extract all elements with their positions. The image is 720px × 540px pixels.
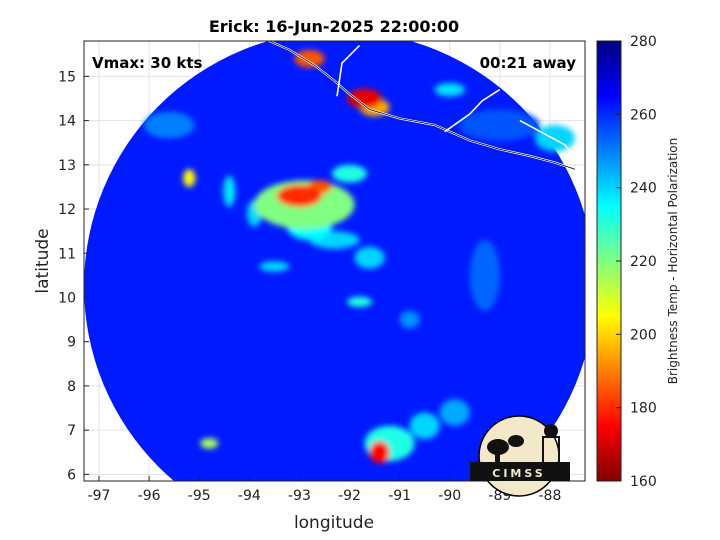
cimss-logo: CIMSS: [470, 415, 570, 497]
brightness-feature: [434, 83, 465, 97]
colorbar-tick-label: 280: [630, 34, 657, 50]
colorbar-ticks: 160 180 200 220 240 260 280: [616, 34, 657, 490]
logo-text: CIMSS: [492, 467, 545, 480]
logo-band: [470, 462, 570, 481]
vmax-annotation: Vmax: 30 kts: [92, 54, 202, 72]
y-tick-label: 10: [58, 290, 76, 306]
brightness-feature: [347, 88, 383, 109]
brightness-feature: [399, 310, 420, 329]
brightness-feature: [223, 175, 236, 207]
x-tick-label: -95: [188, 488, 211, 504]
y-tick-label: 9: [67, 335, 76, 351]
y-tick-label: 6: [67, 467, 76, 483]
colorbar-tick-label: 220: [630, 254, 657, 270]
y-tick-label: 13: [58, 158, 76, 174]
x-tick-label: -92: [338, 488, 361, 504]
y-tick-label: 11: [58, 246, 76, 262]
brightness-feature: [200, 438, 219, 449]
x-tick-label: -96: [138, 488, 161, 504]
colorbar-tick-label: 240: [630, 181, 657, 197]
swath-disk: [84, 41, 585, 481]
brightness-feature: [347, 296, 373, 308]
brightness-feature: [459, 109, 540, 141]
x-tick-label: -94: [238, 488, 261, 504]
time-away-annotation: 00:21 away: [480, 54, 577, 72]
y-axis-ticks: 6 7 8 9 10 11 12 13 14 15: [58, 69, 89, 483]
colorbar-tick-label: 160: [630, 474, 657, 490]
brightness-feature: [354, 246, 385, 269]
colorbar-tick-label: 200: [630, 327, 657, 343]
axes-frame: [83, 40, 586, 482]
y-tick-label: 7: [67, 423, 76, 439]
brightness-feature: [369, 441, 390, 464]
x-tick-label: -97: [88, 488, 111, 504]
brightness-feature: [183, 169, 196, 187]
colorbar-tick-label: 260: [630, 107, 657, 123]
water-tower-icon: [544, 424, 558, 438]
satellite-dish-icon: [487, 439, 509, 455]
brightness-feature: [144, 111, 195, 139]
x-tick-label: -88: [538, 488, 561, 504]
chart-title: Erick: 16-Jun-2025 22:00:00: [209, 17, 459, 36]
y-axis-label: latitude: [33, 228, 53, 293]
brightness-feature: [276, 184, 322, 207]
brightness-feature: [409, 412, 440, 439]
coastline-land: [268, 41, 576, 170]
x-tick-label: -93: [288, 488, 311, 504]
border-line: [444, 88, 501, 133]
water-tower-legs-icon: [542, 436, 560, 464]
colorbar-label: Brightness Temp - Horizontal Polarizatio…: [666, 138, 680, 385]
brightness-feature: [331, 164, 368, 183]
brightness-feature: [259, 261, 290, 272]
brightness-feature: [534, 125, 575, 152]
brightness-feature: [469, 239, 500, 311]
dish-post-icon: [495, 451, 500, 463]
data-layer: [84, 41, 585, 481]
y-tick-label: 12: [58, 202, 76, 218]
x-tick-label: -90: [438, 488, 461, 504]
x-axis-ticks: -97 -96 -95 -94 -93 -92 -91 -90 -89 -88: [88, 476, 561, 504]
x-tick-label: -91: [388, 488, 411, 504]
brightness-feature: [294, 49, 325, 68]
brightness-features: [144, 49, 575, 464]
brightness-feature: [439, 399, 470, 426]
y-tick-label: 15: [58, 69, 76, 85]
border-line: [336, 44, 361, 97]
border-line: [519, 119, 581, 166]
country-borders: [336, 44, 581, 166]
x-axis-label: longitude: [294, 513, 374, 533]
colorbar-tick-label: 180: [630, 401, 657, 417]
satellite-dish-small-icon: [508, 435, 524, 447]
y-tick-label: 14: [58, 114, 76, 130]
y-tick-label: 8: [67, 379, 76, 395]
